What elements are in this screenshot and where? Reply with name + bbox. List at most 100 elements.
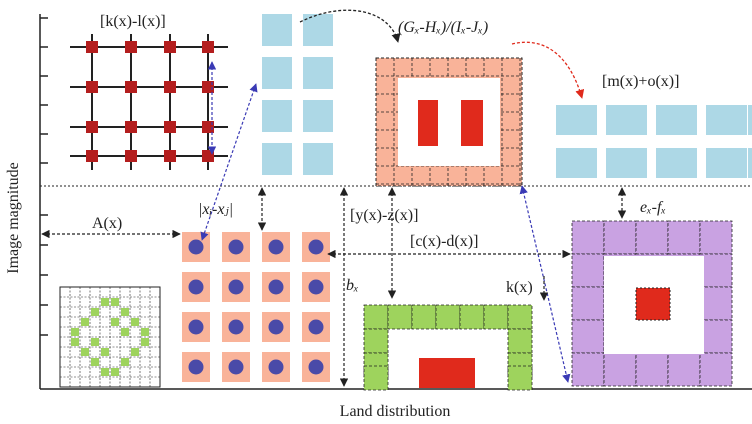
green-cell xyxy=(131,318,139,326)
red-base-block xyxy=(419,358,475,388)
red-marker xyxy=(125,81,137,93)
green-arch-block xyxy=(363,304,533,391)
blue-cell xyxy=(748,148,752,178)
blue-dot xyxy=(188,239,204,255)
red-marker xyxy=(202,150,214,162)
red-bar-left xyxy=(418,100,438,146)
purple-cell xyxy=(667,352,701,387)
salmon-frame-block xyxy=(375,57,523,187)
red-marker xyxy=(86,81,98,93)
red-marker xyxy=(164,121,176,133)
label-k-minus-l: [k(x)-l(x)] xyxy=(100,13,166,30)
light-blue-wide-grid xyxy=(556,105,752,178)
label-xi-minus-xj: |xᵢ-xⱼ| xyxy=(198,201,233,218)
green-cell xyxy=(91,338,99,346)
green-cell xyxy=(483,304,509,330)
blue-dot xyxy=(188,319,204,335)
green-cell xyxy=(71,338,79,346)
red-marker xyxy=(164,41,176,53)
arrow-curve-top xyxy=(299,9,401,43)
y-axis-ticks xyxy=(40,17,48,336)
purple-cell xyxy=(699,220,733,255)
blue-dot xyxy=(268,319,284,335)
label-k-x: k(x) xyxy=(506,279,533,296)
blue-cell xyxy=(706,148,747,178)
green-cell xyxy=(363,304,389,330)
green-cell xyxy=(111,298,119,306)
green-cell xyxy=(111,318,119,326)
green-cell xyxy=(111,368,119,376)
blue-dot xyxy=(268,279,284,295)
green-cell xyxy=(121,358,129,366)
red-marker xyxy=(164,150,176,162)
blue-cell xyxy=(556,105,597,135)
red-marker xyxy=(202,41,214,53)
purple-cell xyxy=(571,352,605,387)
blue-cell xyxy=(656,105,697,135)
green-cell xyxy=(121,308,129,316)
blue-cell xyxy=(706,105,747,135)
blue-dot xyxy=(188,279,204,295)
arrow-curve-red xyxy=(511,41,585,99)
label-b-x: bₓ xyxy=(346,277,359,294)
label-m-plus-o: [m(x)+o(x)] xyxy=(602,73,679,90)
purple-cell xyxy=(571,220,605,255)
x-axis-label: Land distribution xyxy=(340,403,451,420)
red-marker xyxy=(86,150,98,162)
green-cell xyxy=(459,304,485,330)
purple-cell xyxy=(635,220,669,255)
red-marker xyxy=(125,121,137,133)
blue-cell xyxy=(606,148,647,178)
purple-cell xyxy=(667,220,701,255)
blue-dot xyxy=(308,279,324,295)
green-cell xyxy=(141,338,149,346)
salmon-dot-grid xyxy=(182,232,330,382)
green-cell xyxy=(101,298,109,306)
green-cell xyxy=(435,304,461,330)
blue-dot xyxy=(228,359,244,375)
red-marker xyxy=(125,150,137,162)
green-cell xyxy=(507,365,533,391)
blue-dot xyxy=(308,359,324,375)
blue-cell xyxy=(748,105,752,135)
label-c-minus-d: [c(x)-d(x)] xyxy=(410,233,478,250)
red-bar-right xyxy=(461,100,483,146)
blue-dot xyxy=(188,359,204,375)
blue-dot xyxy=(228,239,244,255)
green-cell xyxy=(91,358,99,366)
blue-cell xyxy=(303,143,333,175)
green-cell xyxy=(81,348,89,356)
blue-dot xyxy=(268,359,284,375)
label-e-minus-f: eₓ-fₓ xyxy=(640,199,666,216)
purple-cell xyxy=(571,286,605,321)
blue-dot xyxy=(308,239,324,255)
red-marker xyxy=(164,81,176,93)
green-cell xyxy=(387,304,413,330)
purple-frame-block xyxy=(571,220,733,387)
blue-cell xyxy=(262,14,292,46)
red-marker xyxy=(125,41,137,53)
y-axis-label: Image magnitude xyxy=(5,162,22,274)
blue-cell xyxy=(262,57,292,89)
red-marker xyxy=(86,121,98,133)
blue-cell xyxy=(303,14,333,46)
arrows xyxy=(41,9,627,387)
label-y-minus-z: [y(x)-z(x)] xyxy=(350,207,418,224)
label-a-x: A(x) xyxy=(92,215,122,232)
purple-cell xyxy=(571,319,605,354)
purple-cell xyxy=(699,253,733,288)
green-cell xyxy=(141,328,149,336)
red-marker xyxy=(86,41,98,53)
green-cell xyxy=(81,318,89,326)
blue-cell xyxy=(303,57,333,89)
purple-cell xyxy=(699,286,733,321)
green-lattice xyxy=(59,286,161,388)
green-cell xyxy=(101,368,109,376)
blue-cell xyxy=(656,148,697,178)
blue-cell xyxy=(262,143,292,175)
blue-dot xyxy=(308,319,324,335)
blue-cell xyxy=(606,105,647,135)
green-cell xyxy=(507,304,533,330)
arrow-blue-diagonal-left xyxy=(200,83,258,241)
purple-cell xyxy=(603,352,637,387)
